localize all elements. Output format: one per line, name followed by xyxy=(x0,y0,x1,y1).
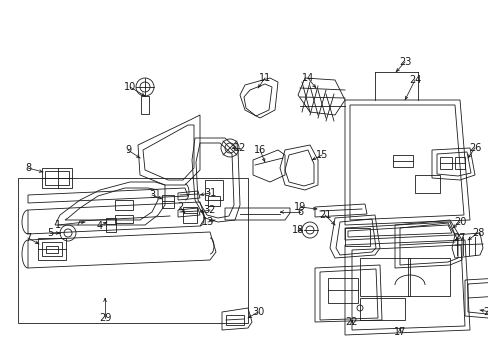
Text: 11: 11 xyxy=(258,73,270,83)
Text: 23: 23 xyxy=(398,57,410,67)
Bar xyxy=(454,157,464,169)
Bar xyxy=(42,168,72,188)
Text: 13: 13 xyxy=(202,217,214,227)
Bar xyxy=(392,155,412,167)
Text: 25: 25 xyxy=(483,307,488,317)
Bar xyxy=(106,218,116,232)
Bar xyxy=(327,278,357,303)
Text: 16: 16 xyxy=(253,145,265,155)
Text: 1: 1 xyxy=(55,220,61,230)
Bar xyxy=(162,195,174,208)
Text: 21: 21 xyxy=(318,210,330,220)
Text: 17: 17 xyxy=(393,327,406,337)
Bar xyxy=(414,175,439,193)
Bar xyxy=(359,258,409,296)
Text: 9: 9 xyxy=(124,145,131,155)
Text: 32: 32 xyxy=(203,205,216,215)
Text: 14: 14 xyxy=(301,73,313,83)
Text: 20: 20 xyxy=(453,217,465,227)
Bar xyxy=(38,238,66,260)
Bar xyxy=(115,200,133,210)
Text: 15: 15 xyxy=(315,150,327,160)
Text: 28: 28 xyxy=(471,228,483,238)
Bar xyxy=(42,242,62,256)
Text: 2: 2 xyxy=(177,202,183,212)
Bar xyxy=(345,228,369,246)
Bar xyxy=(141,96,149,114)
Text: 29: 29 xyxy=(99,313,111,323)
Text: 31: 31 xyxy=(203,188,216,198)
Text: 24: 24 xyxy=(408,75,420,85)
Bar xyxy=(207,196,220,206)
Text: 6: 6 xyxy=(296,207,303,217)
Bar xyxy=(115,215,133,223)
Bar xyxy=(18,178,247,323)
Bar xyxy=(225,315,244,325)
Text: 27: 27 xyxy=(453,233,465,243)
Text: 5: 5 xyxy=(47,228,53,238)
Text: 18: 18 xyxy=(291,225,304,235)
Bar xyxy=(359,298,404,320)
Text: 26: 26 xyxy=(468,143,480,153)
Text: 10: 10 xyxy=(123,82,136,92)
Text: 12: 12 xyxy=(233,143,245,153)
Bar xyxy=(45,171,69,185)
Bar xyxy=(46,246,58,253)
Text: 7: 7 xyxy=(25,233,31,243)
Text: 3: 3 xyxy=(149,190,155,200)
Text: 22: 22 xyxy=(345,317,358,327)
Text: 19: 19 xyxy=(293,202,305,212)
Bar xyxy=(439,157,451,169)
Bar xyxy=(183,207,197,223)
Text: 8: 8 xyxy=(25,163,31,173)
Bar xyxy=(407,258,449,296)
Bar xyxy=(204,180,223,200)
Text: 4: 4 xyxy=(97,221,103,231)
Text: 30: 30 xyxy=(251,307,264,317)
